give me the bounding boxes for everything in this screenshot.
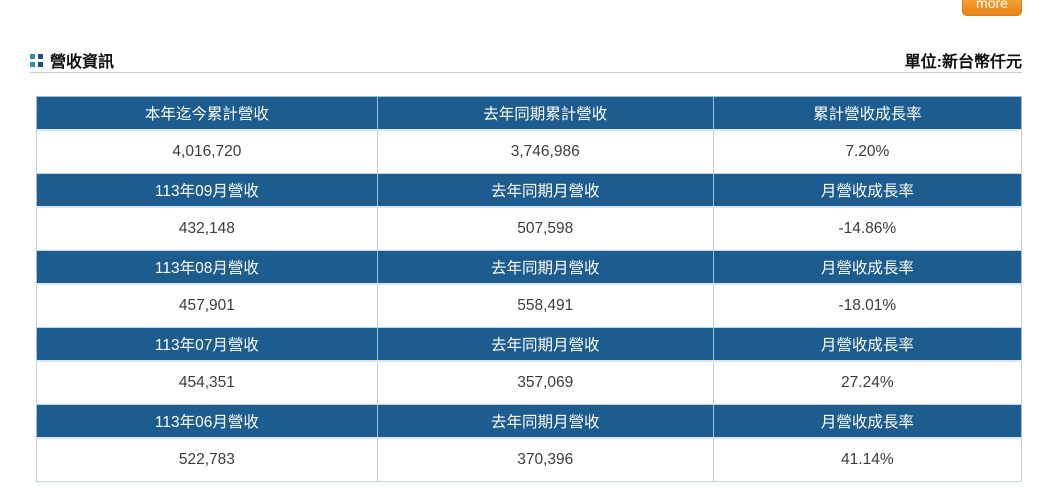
table-cell: 7.20% xyxy=(712,129,1023,174)
table-row: 4,016,720 3,746,986 7.20% xyxy=(36,129,1023,174)
table-cell: 27.24% xyxy=(712,360,1023,405)
table-cell: 357,069 xyxy=(376,360,714,405)
table-cell: 457,901 xyxy=(36,283,378,328)
table-header-cell: 去年同期月營收 xyxy=(376,250,714,285)
table-header-cell: 去年同期月營收 xyxy=(376,327,714,362)
table-header-cell: 去年同期累計營收 xyxy=(376,96,714,131)
table-cell: 3,746,986 xyxy=(376,129,714,174)
table-header-cell: 月營收成長率 xyxy=(712,404,1023,439)
table-row: 432,148 507,598 -14.86% xyxy=(36,206,1023,251)
table-cell: 432,148 xyxy=(36,206,378,251)
table-header-row: 本年迄今累計營收 去年同期累計營收 累計營收成長率 xyxy=(36,96,1023,131)
table-header-cell: 月營收成長率 xyxy=(712,250,1023,285)
table-header-cell: 月營收成長率 xyxy=(712,173,1023,208)
table-cell: 41.14% xyxy=(712,437,1023,482)
table-cell: 507,598 xyxy=(376,206,714,251)
table-row: 522,783 370,396 41.14% xyxy=(36,437,1023,482)
table-header-row: 113年08月營收 去年同期月營收 月營收成長率 xyxy=(36,250,1023,285)
table-header-row: 113年09月營收 去年同期月營收 月營收成長率 xyxy=(36,173,1023,208)
table-cell: -14.86% xyxy=(712,206,1023,251)
table-header-cell: 累計營收成長率 xyxy=(712,96,1023,131)
revenue-table: 本年迄今累計營收 去年同期累計營收 累計營收成長率 4,016,720 3,74… xyxy=(36,96,1023,482)
table-header-cell: 去年同期月營收 xyxy=(376,404,714,439)
table-header-cell: 113年07月營收 xyxy=(36,327,378,362)
table-header-cell: 113年09月營收 xyxy=(36,173,378,208)
more-button[interactable]: more xyxy=(962,0,1022,16)
table-row: 457,901 558,491 -18.01% xyxy=(36,283,1023,328)
table-header-cell: 113年08月營收 xyxy=(36,250,378,285)
table-cell: 4,016,720 xyxy=(36,129,378,174)
table-header-cell: 月營收成長率 xyxy=(712,327,1023,362)
section-bullet-icon xyxy=(30,53,43,67)
table-header-row: 113年06月營收 去年同期月營收 月營收成長率 xyxy=(36,404,1023,439)
table-cell: -18.01% xyxy=(712,283,1023,328)
table-cell: 522,783 xyxy=(36,437,378,482)
table-cell: 370,396 xyxy=(376,437,714,482)
table-header-row: 113年07月營收 去年同期月營收 月營收成長率 xyxy=(36,327,1023,362)
table-header-cell: 113年06月營收 xyxy=(36,404,378,439)
page-title: 營收資訊 xyxy=(50,54,115,71)
section-header: 營收資訊 單位:新台幣仟元 xyxy=(30,48,1022,73)
table-cell: 558,491 xyxy=(376,283,714,328)
unit-label: 單位:新台幣仟元 xyxy=(904,54,1022,71)
revenue-table-container: 本年迄今累計營收 去年同期累計營收 累計營收成長率 4,016,720 3,74… xyxy=(36,96,1023,482)
table-cell: 454,351 xyxy=(36,360,378,405)
table-header-cell: 去年同期月營收 xyxy=(376,173,714,208)
table-row: 454,351 357,069 27.24% xyxy=(36,360,1023,405)
table-header-cell: 本年迄今累計營收 xyxy=(36,96,378,131)
